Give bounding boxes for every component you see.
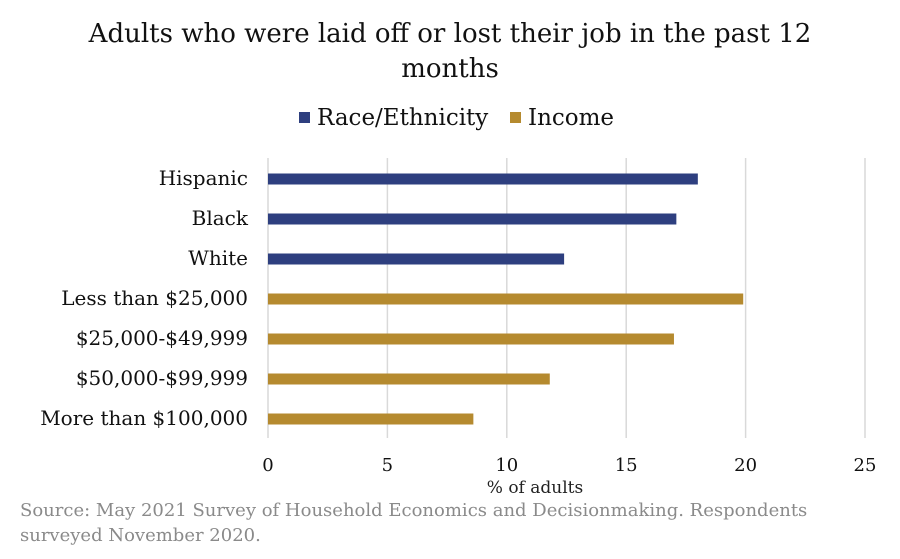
category-label-less-than-25-000: Less than $25,000 [61,286,248,310]
x-tick-label-25: 25 [854,455,877,476]
legend-swatch-income [510,112,521,123]
category-label-50-000-99-999: $50,000-$99,999 [76,366,248,390]
legend: Race/Ethnicity Income [299,105,614,131]
x-axis-label: % of adults [487,478,583,498]
bar-income-less-than-25-000 [268,293,744,305]
category-label-black: Black [192,206,249,230]
x-axis-tick-labels: 0 5 10 15 20 25 [262,455,876,476]
chart-title-line-2: months [401,54,499,84]
bar-race-ethnicity-black [268,213,677,225]
source-note: Source: May 2021 Survey of Household Eco… [20,500,807,546]
category-label-white: White [188,246,248,270]
category-label-hispanic: Hispanic [159,166,248,190]
x-tick-label-5: 5 [382,455,393,476]
legend-label-race-ethnicity: Race/Ethnicity [317,105,488,131]
bar-income-25-000-49-999 [268,333,674,345]
bar-race-ethnicity-hispanic [268,173,698,185]
bar-race-ethnicity-white [268,253,565,265]
category-labels: Hispanic Black White Less than $25,000 $25,0… [40,166,249,430]
category-label-more-than-100-000: More than $100,000 [40,406,248,430]
x-tick-label-15: 15 [615,455,638,476]
x-tick-label-10: 10 [495,455,518,476]
bar-income-50-000-99-999 [268,373,550,385]
bars [268,173,744,425]
x-tick-label-0: 0 [262,455,273,476]
chart-title-line-1: Adults who were laid off or lost their j… [88,19,812,49]
chart-title: Adults who were laid off or lost their j… [88,19,812,84]
legend-swatch-race-ethnicity [299,112,310,123]
x-tick-label-20: 20 [734,455,757,476]
legend-label-income: Income [528,105,614,131]
source-line-2: surveyed November 2020. [20,525,261,546]
source-line-1: Source: May 2021 Survey of Household Eco… [20,500,807,521]
bar-income-more-than-100-000 [268,413,474,425]
category-label-25-000-49-999: $25,000-$49,999 [76,326,248,350]
